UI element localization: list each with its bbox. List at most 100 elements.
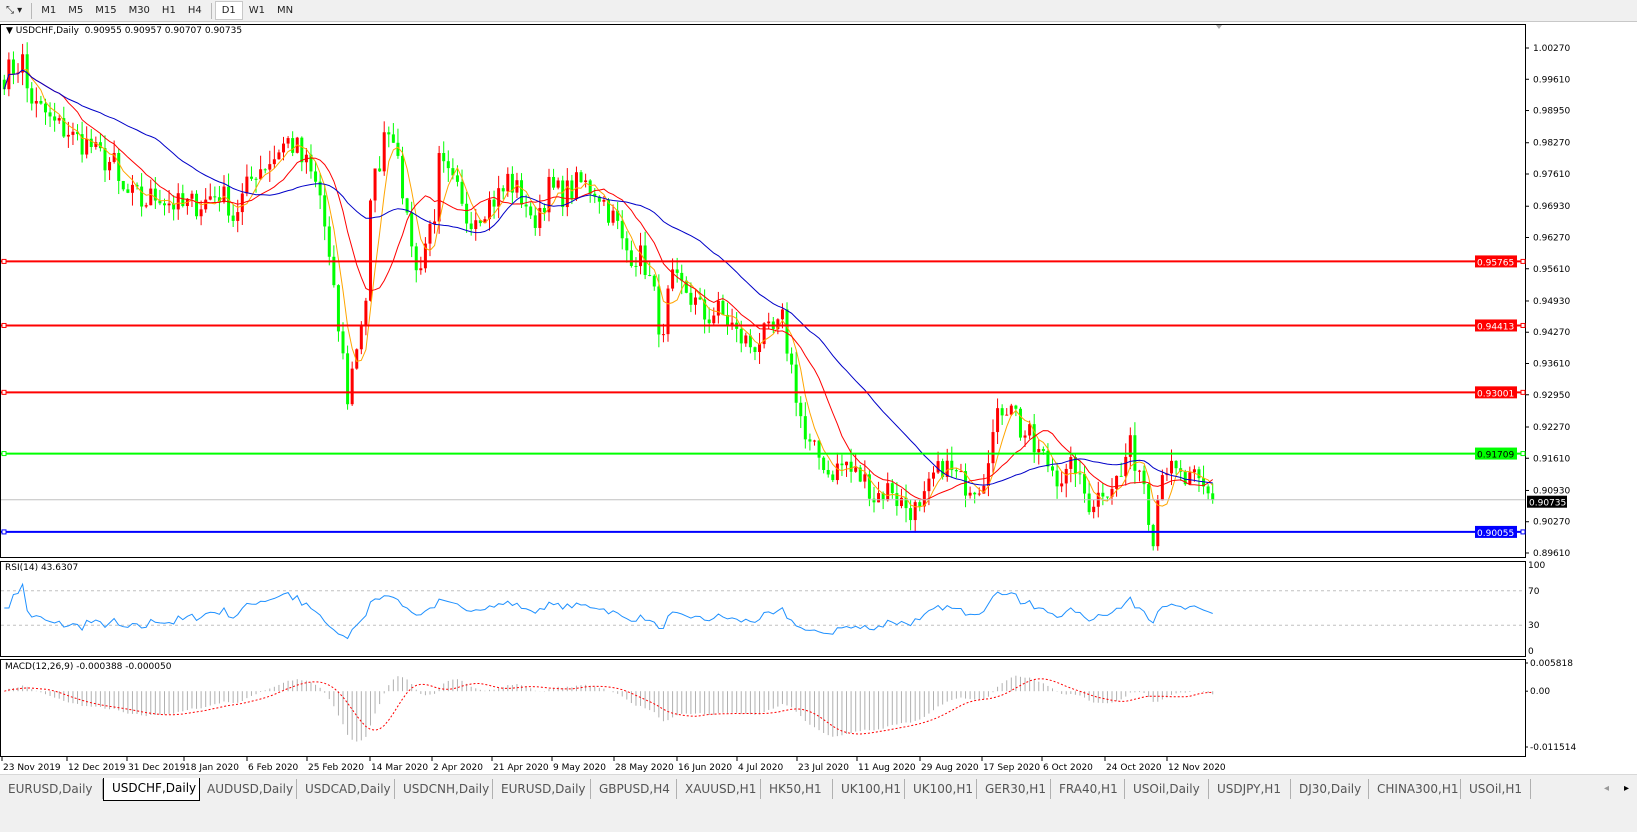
candle-body xyxy=(465,203,469,224)
scroll-right-icon[interactable]: ▸ xyxy=(1623,783,1629,794)
level-price-box xyxy=(1475,447,1517,460)
chart-tab[interactable]: EURUSD,Daily xyxy=(0,779,103,799)
candle-body xyxy=(872,498,876,503)
chart-canvas[interactable]: 1.00270 0.99610 0.98950 0.98270 0.97610 0.969… xyxy=(0,22,1637,774)
time-tick-label: 23 Nov 2019 xyxy=(3,763,61,773)
chart-tab[interactable]: UK100,H1 xyxy=(833,779,905,799)
candle-body xyxy=(492,199,496,207)
candle-body xyxy=(652,275,656,287)
chart-tab[interactable]: USDCNH,Daily xyxy=(395,779,493,799)
chart-window[interactable]: 1.00270 0.99610 0.98950 0.98270 0.97610 0.969… xyxy=(0,22,1637,774)
timeframe-d1-button[interactable]: D1 xyxy=(214,1,243,20)
candle-body xyxy=(845,461,849,466)
price-tick-label: 0.95610 xyxy=(1533,265,1570,275)
candle-body xyxy=(579,172,583,183)
candle-body xyxy=(991,432,995,464)
candle-body xyxy=(799,402,803,417)
candle-body xyxy=(1151,524,1155,547)
level-price-box xyxy=(1475,386,1517,399)
price-tick-label: 0.94270 xyxy=(1533,328,1570,338)
ohlc-values: 0.90955 0.90957 0.90707 0.90735 xyxy=(84,26,243,36)
candle-body xyxy=(1119,475,1123,477)
chart-tab[interactable]: FRA40,H1 xyxy=(1051,779,1125,799)
candle-body xyxy=(236,212,240,221)
timeframe-h4-button[interactable]: H4 xyxy=(187,5,202,16)
candle-body xyxy=(689,292,693,305)
timeframe-h1-button[interactable]: H1 xyxy=(161,5,176,16)
candle-body xyxy=(314,171,318,182)
candle-body xyxy=(629,250,633,266)
candle-body xyxy=(1087,493,1091,513)
timeframe-m1-button[interactable]: M1 xyxy=(41,5,57,16)
candle-body xyxy=(1170,460,1174,474)
candle-body xyxy=(826,469,830,475)
timeframe-m15-button[interactable]: M15 xyxy=(95,5,117,16)
line-tool-icon[interactable]: ⤡ ▾ xyxy=(6,5,23,16)
candle-body xyxy=(556,180,560,188)
ma-mid-line xyxy=(3,69,1214,501)
price-tick-label: 0.99610 xyxy=(1533,75,1570,85)
candle-body xyxy=(1009,405,1013,415)
candle-body xyxy=(941,461,945,477)
time-tick-label: 21 Apr 2020 xyxy=(493,763,549,773)
candle-body xyxy=(776,319,780,329)
candle-body xyxy=(419,268,423,271)
candle-body xyxy=(1211,493,1215,500)
candle-body xyxy=(1101,492,1105,497)
candle-body xyxy=(552,176,556,188)
candle-body xyxy=(1174,460,1178,469)
time-tick-label: 12 Dec 2019 xyxy=(68,763,126,773)
chart-tab[interactable]: GBPUSD,H4 xyxy=(591,779,677,799)
candle-body xyxy=(1023,435,1027,438)
timeframe-m30-button[interactable]: M30 xyxy=(128,5,150,16)
candle-body xyxy=(538,207,542,228)
time-tick-label: 6 Oct 2020 xyxy=(1043,763,1093,773)
candle-body xyxy=(263,169,267,171)
macd-panel-frame xyxy=(0,659,1526,757)
candle-body xyxy=(1142,470,1146,485)
toolbar-divider xyxy=(210,2,212,19)
candle-body xyxy=(593,193,597,197)
chart-tab[interactable]: UK100,H1 xyxy=(905,779,977,799)
chart-tab[interactable]: DJ30,Daily xyxy=(1291,779,1369,799)
rsi-header: RSI(14) 43.6307 xyxy=(5,563,79,573)
chart-tab[interactable]: GER30,H1 xyxy=(977,779,1051,799)
candle-body xyxy=(1183,471,1187,485)
chart-tab[interactable]: AUDUSD,Daily xyxy=(199,779,297,799)
chart-tab[interactable]: USDCAD,Daily xyxy=(297,779,395,799)
candle-body xyxy=(1000,408,1004,416)
candle-body xyxy=(469,223,473,230)
scroll-left-icon[interactable]: ◂ xyxy=(1603,783,1609,794)
collapse-arrow-icon[interactable]: ▼ xyxy=(6,26,13,36)
candle-body xyxy=(1188,472,1192,485)
chart-tab[interactable]: USOil,Daily xyxy=(1125,779,1209,799)
candle-body xyxy=(565,180,569,208)
timeframe-m5-button[interactable]: M5 xyxy=(68,5,84,16)
chart-tab[interactable]: XAUUSD,H1 xyxy=(677,779,761,799)
candle-body xyxy=(1156,500,1160,547)
candle-body xyxy=(71,131,75,135)
rsi-tick-label: 0 xyxy=(1528,647,1534,657)
chart-tab[interactable]: EURUSD,Daily xyxy=(493,779,591,799)
candle-body xyxy=(739,328,743,344)
candle-body xyxy=(680,272,684,281)
chart-tab[interactable]: HK50,H1 xyxy=(761,779,833,799)
candle-body xyxy=(176,193,180,210)
line-handle xyxy=(1,258,7,264)
timeframe-w1-button[interactable]: W1 xyxy=(248,5,266,16)
candle-body xyxy=(1206,486,1210,494)
chart-tab[interactable]: USOil,H1 xyxy=(1461,779,1531,799)
price-tick-label: 0.93610 xyxy=(1533,360,1570,370)
chart-tab[interactable]: USDCHF,Daily xyxy=(103,778,200,801)
candle-body xyxy=(282,143,286,153)
candle-body xyxy=(945,460,949,477)
chart-tab[interactable]: CHINA300,H1 xyxy=(1369,779,1461,799)
candle-body xyxy=(1115,475,1119,489)
chart-tab[interactable]: USDJPY,H1 xyxy=(1209,779,1291,799)
timeframe-mn-button[interactable]: MN xyxy=(277,5,294,16)
candle-body xyxy=(323,195,327,227)
candle-body xyxy=(666,288,670,335)
candle-body xyxy=(803,416,807,440)
candle-body xyxy=(1202,478,1206,487)
candle-body xyxy=(2,79,6,90)
